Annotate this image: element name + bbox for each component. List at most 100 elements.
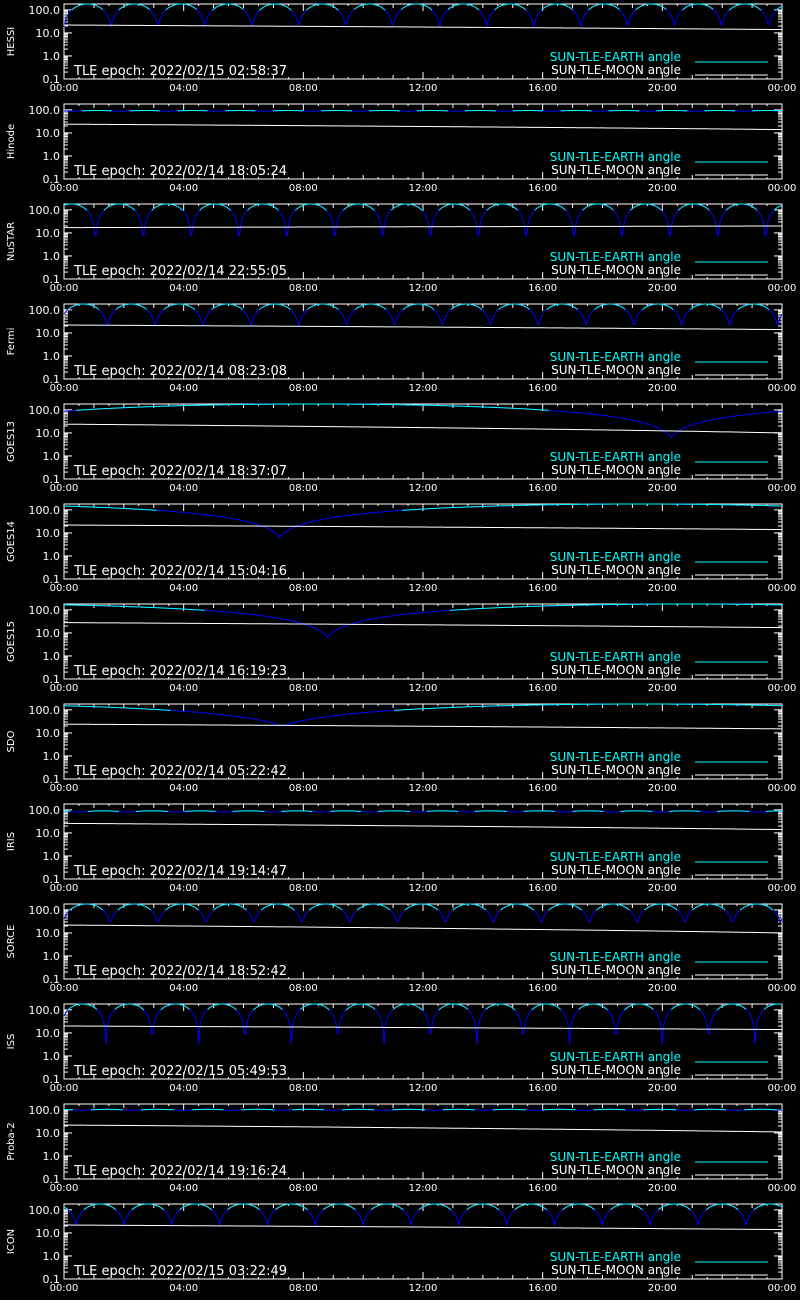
x-tick-label: 16:00: [528, 183, 557, 194]
sun-tle-moon-line: [63, 1124, 783, 1133]
y-tick-label: 100.0: [29, 204, 61, 217]
y-tick-label: 10.0: [36, 127, 61, 140]
x-tick-label: 08:00: [289, 83, 318, 94]
x-tick-label: 08:00: [289, 1083, 318, 1094]
satellite-name: ICON: [6, 1229, 17, 1254]
x-tick-label: 16:00: [528, 583, 557, 594]
x-tick-label: 16:00: [528, 283, 557, 294]
x-tick-label: 20:00: [648, 83, 677, 94]
x-tick-label: 20:00: [648, 483, 677, 494]
x-tick-label: 20:00: [648, 1183, 677, 1194]
tle-epoch-label: TLE epoch: 2022/02/14 16:19:23: [73, 664, 287, 679]
x-tick-label: 12:00: [409, 383, 438, 394]
legend-moon-label: SUN-TLE-MOON angle: [551, 63, 681, 77]
y-tick-label: 1.0: [43, 150, 61, 163]
x-tick-label: 00:00: [50, 1283, 79, 1294]
x-tick-label: 00:00: [50, 683, 79, 694]
x-tick-label: 00:00: [50, 983, 79, 994]
x-tick-label: 00:00: [50, 183, 79, 194]
tle-epoch-label: TLE epoch: 2022/02/14 18:52:42: [73, 964, 287, 979]
sun-tle-earth-visible-line: [67, 1003, 783, 1011]
x-tick-label: 20:00: [648, 683, 677, 694]
legend-moon-label: SUN-TLE-MOON angle: [551, 463, 681, 477]
x-tick-label: 00:00: [768, 183, 797, 194]
x-tick-label: 12:00: [409, 1283, 438, 1294]
x-tick-label: 00:00: [50, 83, 79, 94]
y-tick-label: 100.0: [29, 4, 61, 17]
x-tick-label: 16:00: [528, 1183, 557, 1194]
x-tick-label: 12:00: [409, 283, 438, 294]
sun-tle-moon-line: [63, 24, 783, 31]
panel-hinode: 100.010.01.00.100:00 04:00 08:00 12:00 16:00…: [6, 103, 797, 194]
sun-tle-moon-line: [63, 324, 783, 331]
tle-epoch-label: TLE epoch: 2022/02/14 22:55:05: [73, 264, 287, 279]
y-tick-label: 0.1: [43, 1273, 61, 1286]
x-tick-label: 00:00: [768, 1183, 797, 1194]
satellite-name: SDO: [6, 730, 17, 752]
y-tick-label: 100.0: [29, 1204, 61, 1217]
x-tick-label: 00:00: [50, 783, 79, 794]
x-tick-label: 04:00: [169, 883, 198, 894]
x-tick-label: 08:00: [289, 683, 318, 694]
x-tick-label: 20:00: [648, 183, 677, 194]
legend-earth-label: SUN-TLE-EARTH angle: [550, 550, 681, 564]
sun-tle-moon-line: [63, 423, 783, 434]
x-tick-label: 16:00: [528, 983, 557, 994]
x-tick-label: 20:00: [648, 1283, 677, 1294]
sun-tle-earth-visible-line: [75, 403, 549, 411]
x-tick-label: 12:00: [409, 1083, 438, 1094]
satellite-name: Fermi: [6, 328, 17, 356]
x-tick-label: 08:00: [289, 383, 318, 394]
y-tick-label: 0.1: [43, 873, 61, 886]
panel-sorce: 100.010.01.00.100:00 04:00 08:00 12:00 16:00…: [6, 903, 796, 994]
y-tick-label: 100.0: [29, 304, 61, 317]
x-tick-label: 12:00: [409, 983, 438, 994]
satellite-name: Hinode: [6, 124, 17, 159]
sun-tle-moon-line: [63, 822, 783, 831]
legend-earth-label: SUN-TLE-EARTH angle: [550, 1250, 681, 1264]
tle-epoch-label: TLE epoch: 2022/02/14 18:37:07: [73, 464, 287, 479]
legend-moon-label: SUN-TLE-MOON angle: [551, 363, 681, 377]
sun-tle-moon-line: [63, 1224, 783, 1231]
legend-earth-label: SUN-TLE-EARTH angle: [550, 650, 681, 664]
x-tick-label: 00:00: [768, 1083, 797, 1094]
x-tick-label: 04:00: [169, 983, 198, 994]
sun-tle-earth-visible-line: [63, 603, 783, 611]
sun-tle-moon-line: [63, 723, 783, 730]
sun-tle-moon-line: [63, 622, 783, 629]
y-tick-label: 10.0: [36, 1027, 61, 1040]
x-tick-label: 00:00: [768, 283, 797, 294]
panel-fermi: 100.010.01.00.100:00 04:00 08:00 12:00 16:00…: [6, 303, 797, 394]
x-tick-label: 00:00: [50, 1183, 79, 1194]
y-tick-label: 10.0: [36, 827, 61, 840]
x-tick-label: 08:00: [289, 1283, 318, 1294]
x-tick-label: 00:00: [768, 383, 797, 394]
x-tick-label: 16:00: [528, 1283, 557, 1294]
legend-moon-label: SUN-TLE-MOON angle: [551, 1263, 681, 1277]
legend-moon-label: SUN-TLE-MOON angle: [551, 1063, 681, 1077]
y-tick-label: 1.0: [43, 750, 61, 763]
y-tick-label: 10.0: [36, 27, 61, 40]
y-tick-label: 0.1: [43, 973, 61, 986]
x-tick-label: 16:00: [528, 83, 557, 94]
sun-tle-earth-visible-line: [63, 1203, 783, 1211]
y-tick-label: 1.0: [43, 650, 61, 663]
y-tick-label: 100.0: [29, 104, 61, 117]
satellite-name: GOES14: [6, 521, 17, 562]
x-tick-label: 00:00: [50, 283, 79, 294]
satellite-name: ISS: [6, 1034, 17, 1050]
x-tick-label: 08:00: [289, 283, 318, 294]
x-tick-label: 04:00: [169, 1083, 198, 1094]
sun-tle-moon-line: [63, 924, 783, 934]
x-tick-label: 12:00: [409, 1183, 438, 1194]
sun-tle-earth-visible-line: [63, 503, 783, 511]
legend-earth-label: SUN-TLE-EARTH angle: [550, 250, 681, 264]
x-tick-label: 16:00: [528, 883, 557, 894]
x-tick-label: 08:00: [289, 983, 318, 994]
x-tick-label: 16:00: [528, 1083, 557, 1094]
legend-moon-label: SUN-TLE-MOON angle: [551, 863, 681, 877]
legend-earth-label: SUN-TLE-EARTH angle: [550, 150, 681, 164]
sun-tle-earth-line: [63, 810, 782, 813]
x-tick-label: 20:00: [648, 783, 677, 794]
